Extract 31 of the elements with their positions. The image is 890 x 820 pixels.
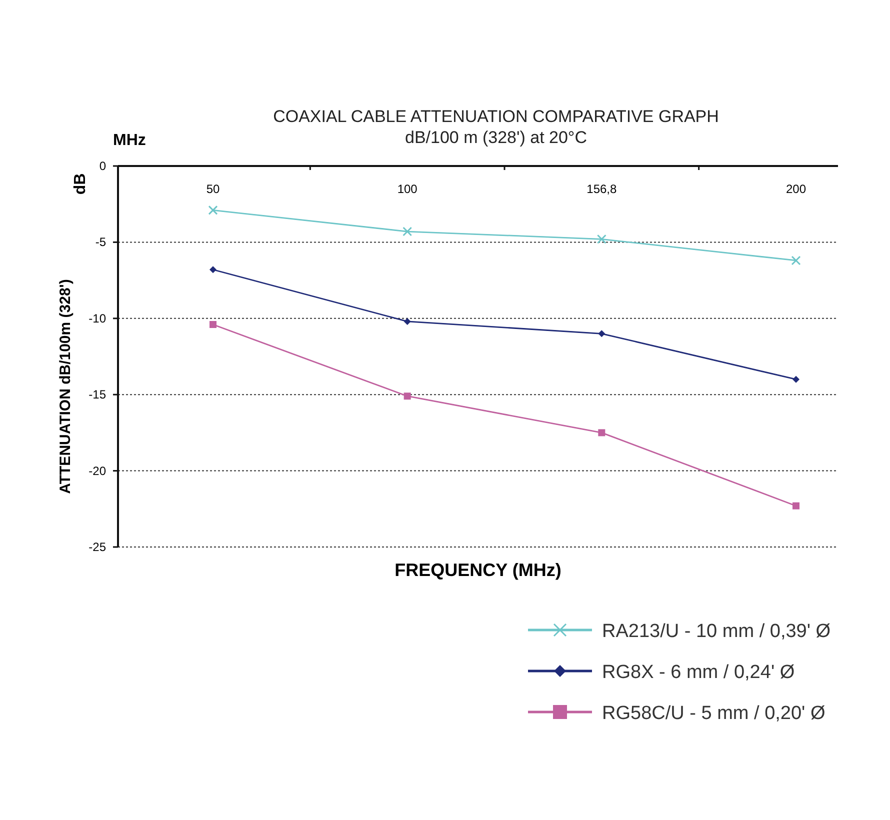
point (210, 320, 216, 328)
point (792, 502, 800, 510)
point (792, 376, 800, 383)
chart-subtitle: dB/100 m (328') at 20°C (404, 128, 588, 147)
text: dB (72, 173, 89, 195)
text: MHz (113, 132, 146, 149)
x-tick-label: 50 (206, 182, 220, 196)
point (598, 330, 606, 338)
point (404, 392, 411, 400)
x-axis-title: FREQUENCY (MHz) (394, 560, 562, 580)
point (598, 429, 606, 436)
y-tick-label: -5 (95, 235, 106, 250)
y-tick-label: -15 (88, 388, 106, 402)
y-tick-label: -10 (88, 311, 106, 326)
point (402, 226, 412, 236)
x-tick-label: 100 (397, 182, 418, 196)
point (596, 234, 606, 244)
y-tick-label: -20 (88, 464, 106, 478)
point (210, 266, 216, 274)
point (791, 256, 801, 266)
legend-label: RG58C/U - 5 mm / 0,20' Ø (602, 703, 826, 724)
y-axis-title: ATTENUATION dB/100m (328') (57, 279, 74, 494)
legend-label: RG8X - 6 mm / 0,24' Ø (602, 662, 795, 683)
chart-title: COAXIAL CABLE ATTENUATION COMPARATIVE GRAPH (273, 107, 719, 126)
point (404, 318, 411, 325)
point (208, 205, 218, 215)
y-tick-label: 0 (99, 159, 106, 173)
legend-label: RA213/U - 10 mm / 0,39' Ø (602, 621, 831, 642)
x-tick-label: 156,8 (586, 182, 618, 196)
y-tick-label: -25 (88, 540, 106, 554)
x-tick-label: 200 (786, 182, 806, 196)
